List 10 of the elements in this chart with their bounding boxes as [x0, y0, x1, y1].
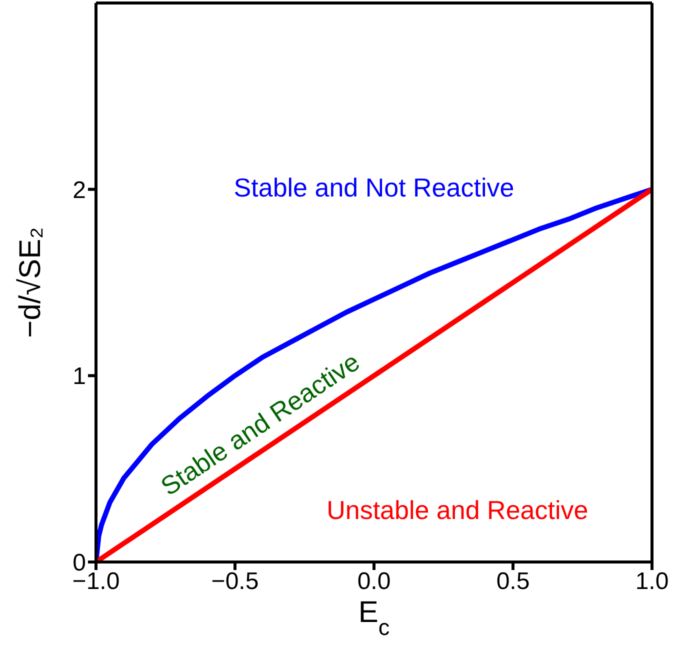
x-tick-label: 0.5	[496, 568, 530, 596]
y-axis-title: −d/√SE₂	[14, 227, 47, 338]
y-tick-label: 2	[72, 176, 86, 204]
annotation: Unstable and Reactive	[326, 495, 588, 526]
x-tick-label: 1.0	[635, 568, 669, 596]
y-tick-label: 1	[72, 363, 86, 390]
x-tick-label: −0.5	[211, 568, 259, 596]
x-axis-title: E$_{c}$	[358, 596, 390, 640]
x-tick-label: 0.0	[357, 568, 391, 596]
annotation: Stable and Not Reactive	[234, 172, 514, 203]
